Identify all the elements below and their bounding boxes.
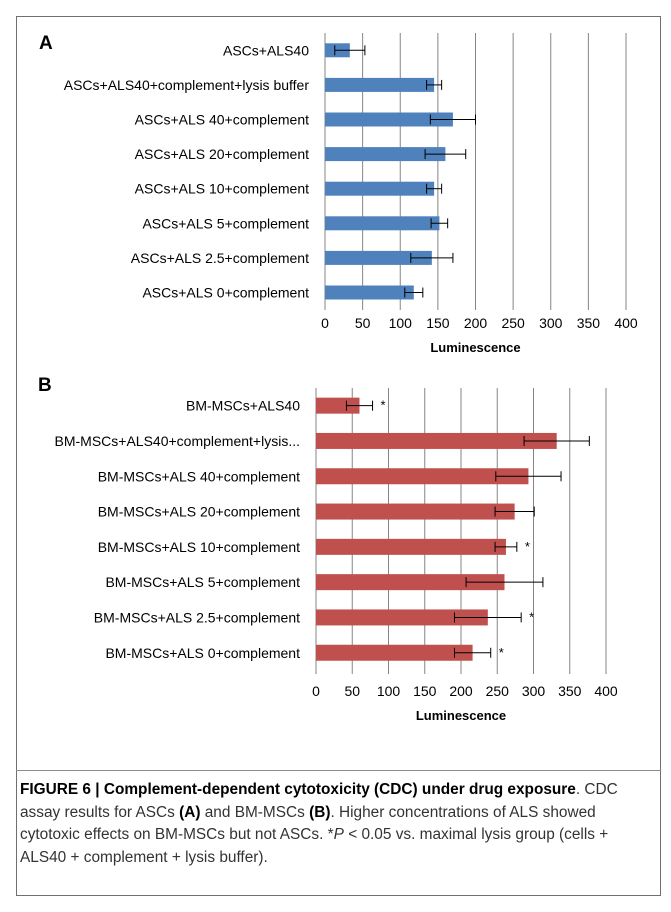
category-label: ASCs+ALS 10+complement [135,181,309,197]
category-label: ASCs+ALS 20+complement [135,146,309,162]
chart-panel-b: B 0 50 100 150 200 250 300 350 400 Luminescence BM-… [20,370,649,763]
bar [325,250,432,265]
x-tick-label: 400 [594,683,618,699]
x-tick-label: 300 [539,315,563,331]
bar [325,147,446,162]
x-tick-label: 0 [321,315,329,331]
bar [316,432,557,449]
significance-marker: * [381,398,386,413]
x-tick-label: 0 [312,683,320,699]
bar [325,181,435,196]
bar [325,216,440,231]
x-tick-label: 250 [501,315,525,331]
caption-text-4: < 0.05 vs. maximal lysis group (cells + … [20,826,609,866]
x-tick-label: 300 [522,683,546,699]
x-tick-label: 150 [426,315,450,331]
category-label: BM-MSCs+ALS40 [186,398,300,414]
significance-marker: * [499,645,504,660]
x-tick-label: 50 [355,315,371,331]
category-label: BM-MSCs+ALS 0+complement [105,645,300,661]
caption-text-1: . CDC assay results for ASCs [20,781,618,821]
caption-text-2: and BM-MSCs [200,803,310,821]
x-tick-label: 200 [464,315,488,331]
bar [316,644,473,661]
chart-panel-a: A 0 50 100 150 200 250 300 350 400 Luminescence ASC… [20,21,649,381]
x-tick-label: 50 [344,683,360,699]
category-label: ASCs+ALS 2.5+complement [131,250,309,266]
category-label: BM-MSCs+ALS 5+complement [105,574,300,590]
category-label: BM-MSCs+ALS40+complement+lysis... [55,433,300,449]
x-axis-title: Luminescence [430,340,520,355]
category-label: ASCs+ALS 5+complement [142,215,309,231]
caption-divider [16,770,661,771]
caption-ref-a: (A) [179,803,201,821]
panel-letter: B [38,375,52,396]
bar [316,397,360,414]
category-label: ASCs+ALS40 [223,42,309,58]
category-label: BM-MSCs+ALS 10+complement [98,539,300,555]
category-label: BM-MSCs+ALS 40+complement [98,468,300,484]
caption-text-3: . Higher concentrations of ALS showed cy… [20,803,596,844]
caption-p: P [333,826,344,843]
x-tick-label: 350 [558,683,582,699]
x-tick-label: 200 [449,683,473,699]
x-axis-title: Luminescence [416,708,506,723]
caption-title: FIGURE 6 | Complement-dependent cytotoxi… [20,781,576,798]
caption-star: * [327,826,334,843]
bar [325,285,414,300]
significance-marker: * [529,609,534,624]
bar [316,468,529,485]
chart-svg-b: B 0 50 100 150 200 250 300 350 400 Luminescence BM-… [38,375,618,723]
figure-caption: FIGURE 6 | Complement-dependent cytotoxi… [20,779,650,869]
category-label: ASCs+ALS 40+complement [135,112,309,128]
bar [325,112,453,127]
category-label: BM-MSCs+ALS 2.5+complement [94,609,300,625]
category-label: ASCs+ALS40+complement+lysis buffer [64,77,310,93]
bar [316,538,506,555]
panel-letter: A [39,33,53,54]
x-tick-label: 100 [377,683,401,699]
category-label: BM-MSCs+ALS 20+complement [98,504,300,520]
bar [316,574,505,591]
x-tick-label: 100 [389,315,413,331]
x-tick-label: 400 [614,315,638,331]
bar [325,77,435,92]
x-tick-label: 150 [413,683,437,699]
bar [316,609,488,626]
x-tick-label: 350 [577,315,601,331]
bar [316,503,515,520]
x-tick-label: 250 [486,683,510,699]
caption-ref-b: (B) [309,803,331,821]
chart-svg-a: A 0 50 100 150 200 250 300 350 400 Luminescence ASC… [39,33,638,355]
category-label: ASCs+ALS 0+complement [142,285,309,301]
significance-marker: * [525,539,530,554]
